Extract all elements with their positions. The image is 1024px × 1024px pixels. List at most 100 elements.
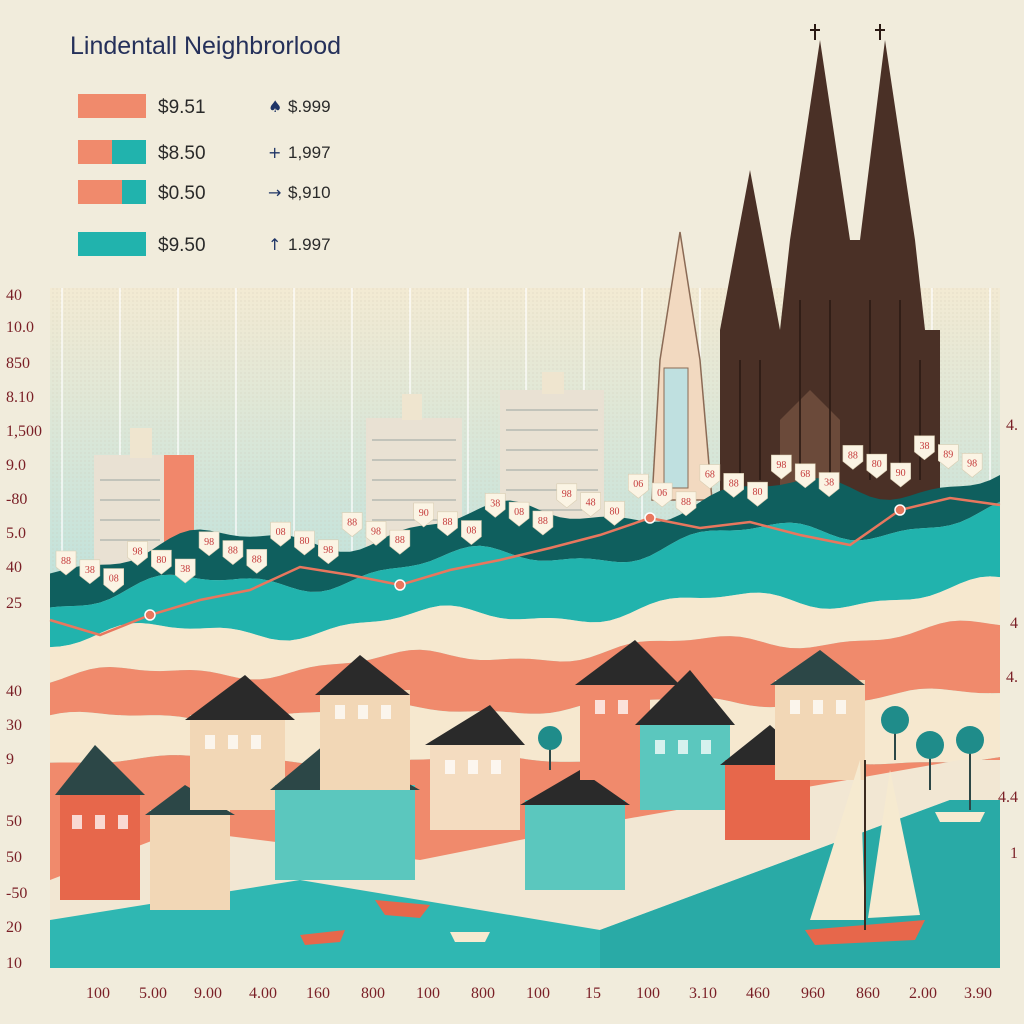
- bar-label-text: 38: [490, 498, 500, 509]
- y-tick-label: 30: [6, 717, 22, 734]
- bar-label-text: 80: [156, 555, 166, 566]
- bar-label-text: 38: [180, 564, 190, 575]
- bar-label: 08: [461, 520, 482, 545]
- x-tick-label: 5.00: [139, 985, 167, 1002]
- y-axis-right: 4.44.4.41: [998, 417, 1018, 862]
- x-tick-label: 3.10: [689, 985, 717, 1002]
- x-tick-label: 9.00: [194, 985, 222, 1002]
- bar-label: 98: [556, 483, 578, 509]
- bar-label: 88: [675, 491, 697, 517]
- area-band: [50, 576, 1000, 683]
- x-tick-label: 100: [636, 985, 660, 1002]
- bar-label: 06: [651, 482, 673, 508]
- bar-label: 08: [270, 521, 291, 547]
- y-tick-label-right: 4.: [1006, 417, 1018, 434]
- legend-change: $,910: [288, 183, 331, 202]
- x-tick-label: 860: [856, 985, 880, 1002]
- area-band: [50, 475, 1000, 608]
- foreground-town: [50, 640, 1000, 968]
- bar-label: 98: [771, 454, 792, 480]
- line-marker: [394, 579, 406, 591]
- bar-label-text: 98: [562, 489, 572, 500]
- x-tick-label: 15: [585, 985, 601, 1002]
- x-tick-label: 800: [471, 985, 495, 1002]
- y-tick-label: 50: [6, 813, 22, 830]
- y-tick-label: 9.0: [6, 457, 26, 474]
- bar-label: 88: [389, 529, 411, 555]
- y-tick-label: 40: [6, 683, 22, 700]
- y-tick-label: 40: [6, 559, 22, 576]
- x-tick-label: 3.90: [964, 985, 992, 1002]
- bar-label: 38: [914, 435, 935, 461]
- bar-label: 80: [747, 481, 768, 507]
- legend-swatch: [78, 140, 112, 164]
- bar-label: 88: [55, 550, 77, 576]
- bar-label-text: 08: [466, 526, 476, 537]
- x-tick-label: 160: [306, 985, 330, 1002]
- y-tick-label: 50: [6, 849, 22, 866]
- bar-label: 98: [961, 453, 983, 478]
- chart-title: Lindentall Neighbrorlood: [70, 32, 341, 60]
- y-tick-label: -50: [6, 885, 27, 902]
- y-tick-label: 850: [6, 355, 30, 372]
- bar-label-text: 80: [299, 536, 309, 547]
- legend-swatch: [78, 180, 122, 204]
- bar-label: 98: [127, 541, 148, 566]
- bar-label-text: 38: [85, 565, 95, 576]
- y-tick-label: 1,500: [6, 423, 42, 440]
- bar-label-text: 88: [61, 556, 71, 567]
- bar-label-text: 38: [919, 441, 929, 452]
- bar-label-text: 06: [657, 488, 667, 499]
- arrow-up-icon: ↑: [268, 235, 281, 254]
- legend-value: $0.50: [158, 183, 206, 204]
- bar-label-text: 98: [371, 526, 381, 537]
- bar-label: 08: [103, 568, 124, 593]
- legend-change: $.999: [288, 97, 331, 116]
- bar-label-text: 08: [276, 527, 286, 538]
- legend-entry: $0.50 → $,910: [78, 180, 331, 204]
- legend-swatch-part: [122, 180, 146, 204]
- legend-entry: $9.50 ↑ 1.997: [78, 232, 331, 256]
- bar-label-text: 98: [323, 545, 333, 556]
- area-band: [50, 620, 1000, 724]
- bar-label-text: 80: [609, 506, 619, 517]
- y-tick-label-right: 4.: [1006, 669, 1018, 686]
- legend-value: $9.50: [158, 235, 206, 256]
- bar-label-text: 88: [681, 497, 691, 508]
- y-tick-label-right: 4: [1010, 615, 1018, 632]
- bar-label: 38: [79, 559, 101, 585]
- x-tick-label: 460: [746, 985, 770, 1002]
- bar-label: 88: [842, 445, 864, 470]
- x-tick-label: 100: [526, 985, 550, 1002]
- legend-swatch: [78, 232, 146, 256]
- spade-arrow-icon: ♠: [268, 97, 282, 116]
- bar-label-text: 88: [538, 516, 548, 527]
- y-tick-label: 20: [6, 919, 22, 936]
- y-tick-label-right: 4.4: [998, 789, 1018, 806]
- x-tick-label: 800: [361, 985, 385, 1002]
- bar-label-text: 88: [729, 478, 739, 489]
- series-line: [49, 496, 1001, 637]
- bar-label-text: 80: [872, 459, 882, 470]
- bar-label-text: 48: [586, 498, 596, 509]
- bar-label: 88: [222, 540, 244, 565]
- x-tick-label: 960: [801, 985, 825, 1002]
- bar-label-text: 98: [204, 537, 214, 548]
- arrow-icon: →: [268, 183, 281, 202]
- y-tick-label: 8.10: [6, 389, 34, 406]
- bar-label-text: 88: [443, 517, 453, 528]
- bar-label: 80: [151, 549, 172, 575]
- bar-label-text: 38: [824, 478, 834, 489]
- bar-label: 80: [294, 530, 315, 556]
- bar-label: 88: [723, 473, 744, 498]
- bar-label: 90: [890, 462, 911, 488]
- legend-change: 1,997: [288, 143, 331, 162]
- legend-entry: $8.50 +1,997: [78, 140, 331, 164]
- bar-label-text: 06: [633, 479, 643, 490]
- x-tick-label: 100: [416, 985, 440, 1002]
- bar-label-text: 98: [967, 458, 977, 469]
- bar-label-text: 88: [848, 450, 858, 461]
- legend-change: 1.997: [288, 235, 331, 254]
- bar-label: 68: [794, 463, 816, 489]
